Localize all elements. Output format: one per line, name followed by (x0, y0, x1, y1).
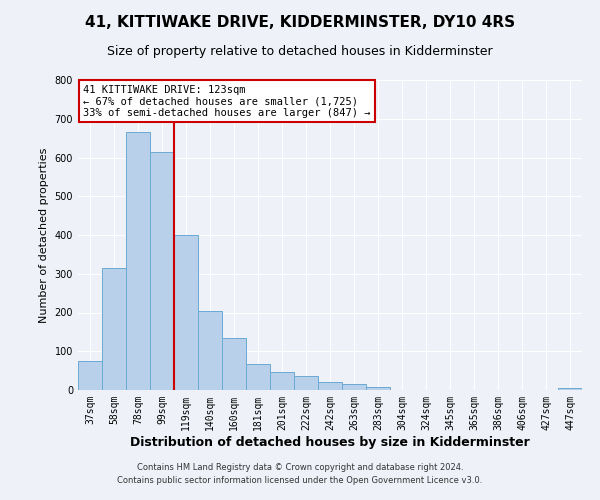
Bar (78, 361, 102, 390)
Text: 41, KITTIWAKE DRIVE, KIDDERMINSTER, DY10 4RS: 41, KITTIWAKE DRIVE, KIDDERMINSTER, DY10… (85, 15, 515, 30)
Bar (318, 382, 342, 390)
Bar (222, 338, 246, 390)
Bar (342, 384, 366, 390)
Text: 41 KITTIWAKE DRIVE: 123sqm
← 67% of detached houses are smaller (1,725)
33% of s: 41 KITTIWAKE DRIVE: 123sqm ← 67% of deta… (83, 84, 371, 118)
Bar (198, 310, 222, 390)
Bar (246, 364, 270, 390)
Text: Contains HM Land Registry data © Crown copyright and database right 2024.
Contai: Contains HM Land Registry data © Crown c… (118, 464, 482, 485)
Text: Size of property relative to detached houses in Kidderminster: Size of property relative to detached ho… (107, 45, 493, 58)
Bar (174, 235, 198, 390)
Bar (102, 268, 126, 390)
Bar (558, 388, 582, 390)
Bar (294, 376, 318, 390)
X-axis label: Distribution of detached houses by size in Kidderminster: Distribution of detached houses by size … (130, 436, 530, 448)
Bar (366, 387, 390, 390)
Bar (126, 132, 150, 390)
Bar (270, 372, 294, 390)
Bar (150, 152, 174, 390)
Y-axis label: Number of detached properties: Number of detached properties (39, 148, 49, 322)
